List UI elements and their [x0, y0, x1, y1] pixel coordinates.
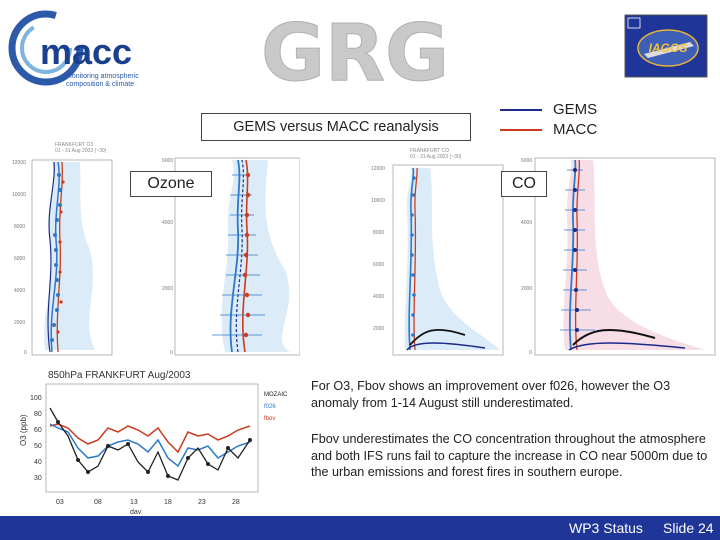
svg-text:12000: 12000: [371, 166, 385, 172]
co-label: CO: [501, 171, 547, 197]
legend-swatch-macc: [500, 129, 542, 131]
svg-text:6000: 6000: [373, 262, 384, 268]
svg-text:2000: 2000: [373, 326, 384, 332]
svg-text:6000: 6000: [162, 158, 173, 164]
macc-logo-tagline-1: Monitoring atmospheric: [66, 73, 139, 80]
ozone-plot-header-1: FRANKFURT O3: [55, 142, 93, 148]
o3-timeseries-plot: 850hPa FRANKFURT Aug/2003 O3 (ppb) 100 80…: [19, 370, 288, 514]
timeseries-title: 850hPa FRANKFURT Aug/2003: [48, 370, 191, 381]
legend: GEMS MACC: [496, 99, 636, 141]
svg-text:12000: 12000: [12, 160, 26, 166]
iagos-logo: IAGOS: [624, 14, 708, 78]
svg-text:0: 0: [529, 350, 532, 356]
co-plot-header-1: FRANKFURT CO: [410, 148, 449, 154]
svg-text:2000: 2000: [521, 286, 532, 292]
ozone-label: Ozone: [130, 171, 212, 197]
macc-logo-name: macc: [40, 31, 132, 72]
svg-text:03: 03: [56, 499, 64, 506]
svg-text:08: 08: [94, 499, 102, 506]
svg-text:8000: 8000: [14, 224, 25, 230]
footer-status: WP3 Status: [569, 520, 643, 536]
svg-text:60: 60: [34, 427, 42, 434]
svg-text:10000: 10000: [371, 198, 385, 204]
svg-text:30: 30: [34, 475, 42, 482]
ozone-plot-header-2: 01 - 31 Aug 2003 (~30): [55, 148, 107, 154]
footer-bar: WP3 Status Slide 24: [0, 516, 720, 540]
legend-item-macc: MACC: [496, 120, 636, 140]
timeseries-legend-f026: f026: [264, 404, 276, 410]
timeseries-legend-mozaic: MOZAIC: [264, 392, 288, 398]
legend-item-gems: GEMS: [496, 100, 636, 120]
svg-text:6000: 6000: [521, 158, 532, 164]
o3-description: For O3, Fbov shows an improvement over f…: [311, 379, 671, 410]
timeseries-ylabel: O3 (ppb): [19, 414, 28, 446]
svg-text:0: 0: [170, 350, 173, 356]
svg-text:0: 0: [24, 350, 27, 356]
macc-logo: macc Monitoring atmospheric composition …: [8, 10, 139, 88]
svg-text:28: 28: [232, 499, 240, 506]
timeseries-xlabel: day: [130, 509, 142, 514]
slide-title: GEMS versus MACC reanalysis: [201, 113, 471, 141]
legend-label-macc: MACC: [553, 121, 598, 138]
svg-text:2000: 2000: [14, 320, 25, 326]
co-plot-header-2: 01 - 31 Aug 2003 (~30): [410, 154, 462, 160]
svg-text:13: 13: [130, 499, 138, 506]
legend-label-gems: GEMS: [553, 101, 598, 118]
grg-logo: GRG: [260, 9, 449, 97]
ozone-profile-plots: FRANKFURT O3 01 - 31 Aug 2003 (~30) 1200…: [12, 142, 300, 356]
svg-text:8000: 8000: [373, 230, 384, 236]
svg-text:6000: 6000: [14, 256, 25, 262]
legend-swatch-gems: [500, 109, 542, 111]
slide-number: Slide 24: [663, 520, 714, 536]
co-profile-plots: FRANKFURT CO 01 - 31 Aug 2003 (~30) 1200…: [371, 148, 716, 356]
grg-logo-text: GRG: [261, 9, 449, 96]
svg-text:4000: 4000: [14, 288, 25, 294]
co-description: Fbov underestimates the CO concentration…: [311, 432, 708, 479]
svg-text:4000: 4000: [373, 294, 384, 300]
svg-text:23: 23: [198, 499, 206, 506]
svg-text:4000: 4000: [521, 220, 532, 226]
svg-text:100: 100: [30, 395, 42, 402]
svg-text:40: 40: [34, 459, 42, 466]
svg-text:50: 50: [34, 443, 42, 450]
svg-text:18: 18: [164, 499, 172, 506]
svg-text:10000: 10000: [12, 192, 26, 198]
svg-text:2000: 2000: [162, 286, 173, 292]
svg-text:4000: 4000: [162, 220, 173, 226]
iagos-logo-text: IAGOS: [649, 41, 688, 55]
svg-text:80: 80: [34, 411, 42, 418]
timeseries-legend-fbov: fbov: [264, 416, 275, 422]
macc-logo-tagline-2: composition & climate: [66, 81, 134, 88]
